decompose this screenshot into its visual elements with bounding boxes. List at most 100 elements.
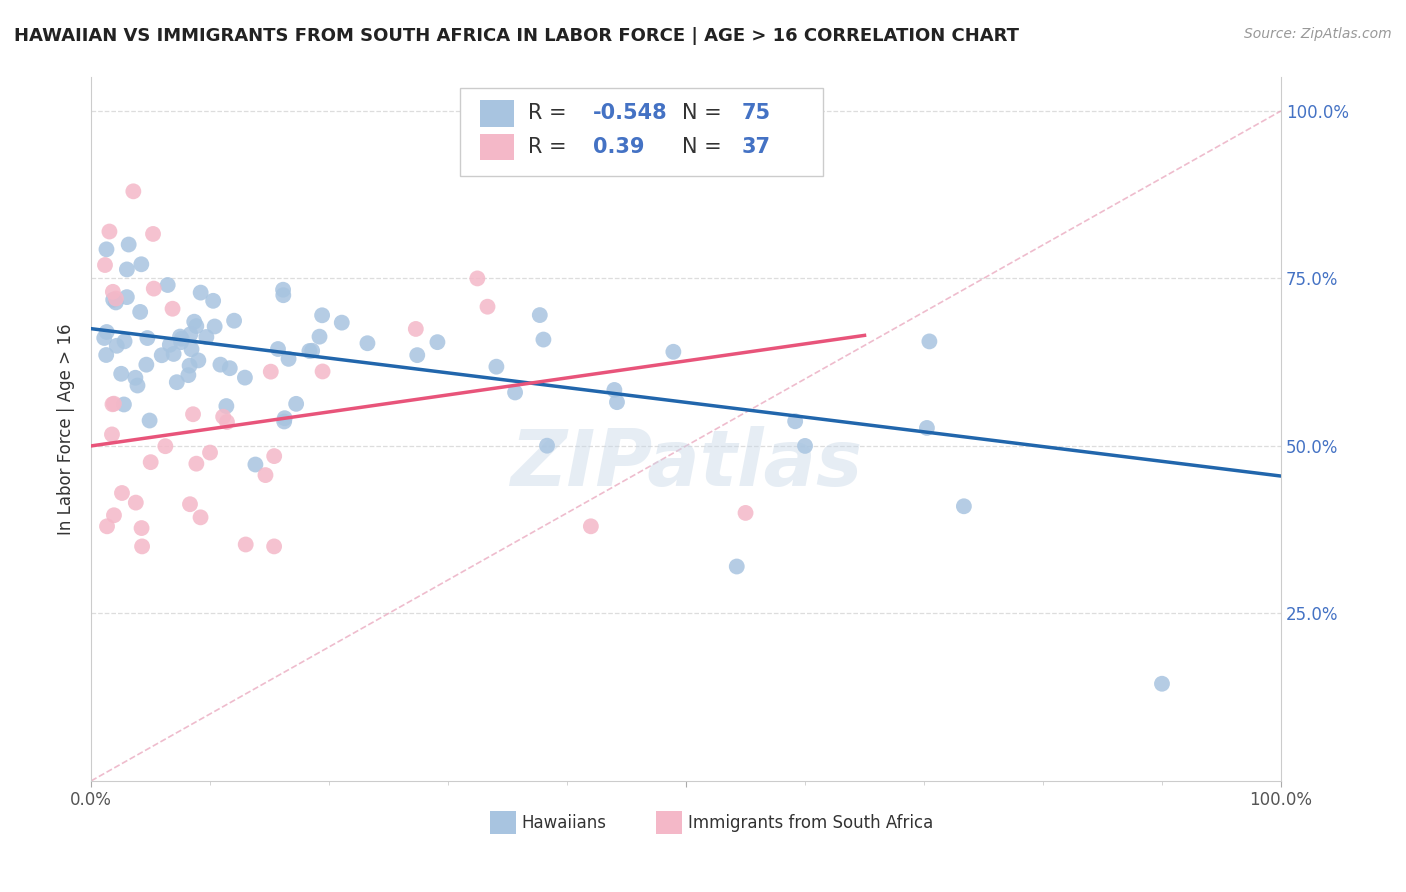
Point: [467, 271, 489, 285]
Point: [166, 375, 188, 389]
Point: [181, 407, 204, 421]
Point: [267, 342, 290, 356]
Text: Source: ZipAtlas.com: Source: ZipAtlas.com: [1244, 27, 1392, 41]
Point: [103, 293, 125, 307]
Point: [122, 184, 145, 198]
Point: [139, 455, 162, 469]
Point: [212, 409, 235, 424]
Point: [180, 343, 202, 357]
Point: [186, 319, 208, 334]
Point: [183, 315, 205, 329]
FancyBboxPatch shape: [460, 88, 823, 176]
Point: [101, 285, 124, 299]
Point: [485, 359, 508, 374]
Point: [529, 308, 551, 322]
Bar: [657, 811, 682, 834]
Point: [110, 367, 132, 381]
Point: [112, 397, 135, 411]
Text: 0.39: 0.39: [593, 137, 645, 157]
Point: [159, 338, 181, 352]
Point: [190, 285, 212, 300]
Point: [204, 319, 226, 334]
Point: [406, 348, 429, 362]
Point: [311, 364, 333, 378]
Point: [103, 397, 125, 411]
Text: 37: 37: [742, 137, 770, 157]
Point: [308, 329, 330, 343]
Point: [131, 521, 153, 535]
Point: [260, 365, 283, 379]
Point: [131, 540, 153, 554]
Y-axis label: In Labor Force | Age > 16: In Labor Force | Age > 16: [58, 324, 75, 535]
Bar: [489, 811, 516, 834]
Point: [111, 486, 134, 500]
Point: [136, 331, 159, 345]
Point: [734, 506, 756, 520]
Point: [298, 343, 321, 358]
Text: 75: 75: [742, 103, 770, 123]
Text: HAWAIIAN VS IMMIGRANTS FROM SOUTH AFRICA IN LABOR FORCE | AGE > 16 CORRELATION C: HAWAIIAN VS IMMIGRANTS FROM SOUTH AFRICA…: [14, 27, 1019, 45]
Point: [235, 537, 257, 551]
Point: [98, 225, 121, 239]
Point: [785, 414, 807, 428]
Point: [915, 421, 938, 435]
Point: [125, 495, 148, 509]
Point: [222, 314, 245, 328]
Point: [918, 334, 941, 349]
Bar: [481, 134, 513, 161]
Point: [105, 339, 128, 353]
Point: [245, 458, 267, 472]
Point: [96, 243, 118, 257]
Point: [104, 292, 127, 306]
Point: [186, 457, 208, 471]
Point: [142, 282, 165, 296]
Text: R =: R =: [527, 103, 574, 123]
Point: [115, 262, 138, 277]
Point: [104, 295, 127, 310]
Point: [103, 508, 125, 523]
Point: [202, 293, 225, 308]
Point: [536, 439, 558, 453]
Point: [129, 305, 152, 319]
Point: [215, 399, 238, 413]
Point: [169, 329, 191, 343]
Point: [215, 415, 238, 429]
Point: [96, 519, 118, 533]
Point: [135, 358, 157, 372]
Point: [114, 334, 136, 349]
Point: [405, 322, 427, 336]
Point: [179, 497, 201, 511]
Text: Hawaiians: Hawaiians: [522, 814, 607, 832]
Point: [190, 510, 212, 524]
Point: [725, 559, 748, 574]
Point: [179, 327, 201, 342]
Point: [233, 370, 256, 384]
Point: [477, 300, 499, 314]
Point: [94, 258, 117, 272]
Point: [195, 330, 218, 344]
Bar: [481, 100, 513, 127]
Point: [101, 427, 124, 442]
Point: [138, 413, 160, 427]
Point: [170, 332, 193, 346]
Point: [156, 278, 179, 293]
Point: [263, 540, 285, 554]
Point: [271, 283, 294, 297]
Point: [96, 325, 118, 339]
Point: [118, 237, 141, 252]
Point: [96, 348, 118, 362]
Point: [198, 445, 221, 459]
Point: [531, 333, 554, 347]
Point: [273, 411, 295, 425]
Point: [177, 368, 200, 383]
Point: [662, 344, 685, 359]
Point: [179, 359, 201, 373]
Point: [953, 500, 976, 514]
Point: [155, 439, 177, 453]
Point: [1150, 677, 1173, 691]
Point: [170, 335, 193, 350]
Point: [311, 308, 333, 322]
Point: [101, 397, 124, 411]
Point: [263, 449, 285, 463]
Point: [187, 353, 209, 368]
